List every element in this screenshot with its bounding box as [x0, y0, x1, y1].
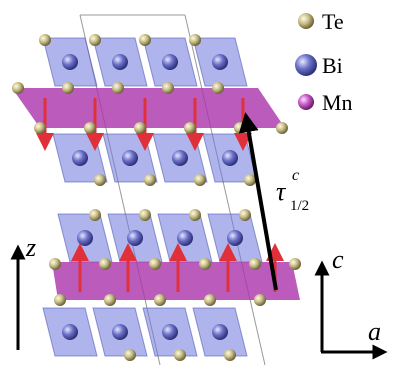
te-atom [224, 349, 236, 361]
te-atom [104, 294, 116, 306]
bi-atom [72, 150, 88, 166]
bi-atom [77, 230, 93, 246]
te-atom [49, 258, 61, 270]
te-atom [276, 122, 288, 134]
te-atom [62, 82, 74, 94]
legend-label: Te [322, 9, 344, 34]
bi-atom [222, 150, 238, 166]
te-atom [254, 294, 266, 306]
bi-atom [212, 54, 228, 70]
te-atom [84, 122, 96, 134]
te-atom [124, 349, 136, 361]
a-axis-label: a [368, 317, 381, 346]
te-atom [162, 82, 174, 94]
te-atom [34, 122, 46, 134]
te-atom [54, 294, 66, 306]
legend-mn-sphere [298, 94, 314, 110]
te-atom [94, 174, 106, 186]
tau-superscript: c [292, 167, 299, 184]
te-atom [204, 294, 216, 306]
te-atom [194, 174, 206, 186]
bi-atom [227, 230, 243, 246]
tau-subscript: 1/2 [290, 198, 309, 214]
te-atom [89, 209, 101, 221]
te-atom [154, 294, 166, 306]
bi-atom [112, 54, 128, 70]
te-atom [244, 174, 256, 186]
c-axis-label: c [332, 245, 344, 274]
bi-atom [177, 230, 193, 246]
te-atom [144, 174, 156, 186]
bi-atom [62, 54, 78, 70]
te-atom [149, 258, 161, 270]
legend-label: Mn [322, 90, 353, 115]
te-atom [189, 209, 201, 221]
te-atom [239, 209, 251, 221]
te-atom [99, 258, 111, 270]
te-atom [174, 349, 186, 361]
bi-atom [212, 324, 228, 340]
bi-atom [127, 230, 143, 246]
te-atom [189, 34, 201, 46]
te-atom [199, 258, 211, 270]
te-atom [139, 34, 151, 46]
te-atom [184, 122, 196, 134]
te-atom [89, 34, 101, 46]
te-atom [139, 209, 151, 221]
te-atom [39, 34, 51, 46]
te-atom [212, 82, 224, 94]
bi-atom [112, 324, 128, 340]
mn-layer [52, 262, 300, 300]
legend-label: Bi [322, 53, 343, 78]
te-atom [12, 82, 24, 94]
bi-atom [162, 54, 178, 70]
legend: Te Bi Mn [295, 9, 353, 115]
bi-atom [162, 324, 178, 340]
bi-atom [122, 150, 138, 166]
legend-bi-sphere [295, 54, 317, 76]
bi-atom [62, 324, 78, 340]
crystal-structure: Te Bi Mn τ c 1/2 z c a [0, 0, 396, 375]
tau-label: τ [276, 177, 287, 206]
te-atom [112, 82, 124, 94]
te-atom [134, 122, 146, 134]
legend-te-sphere [298, 13, 314, 29]
te-atom [249, 258, 261, 270]
z-axis-label: z [25, 233, 36, 262]
te-atom [289, 258, 301, 270]
bi-atom [172, 150, 188, 166]
te-atom [234, 122, 246, 134]
